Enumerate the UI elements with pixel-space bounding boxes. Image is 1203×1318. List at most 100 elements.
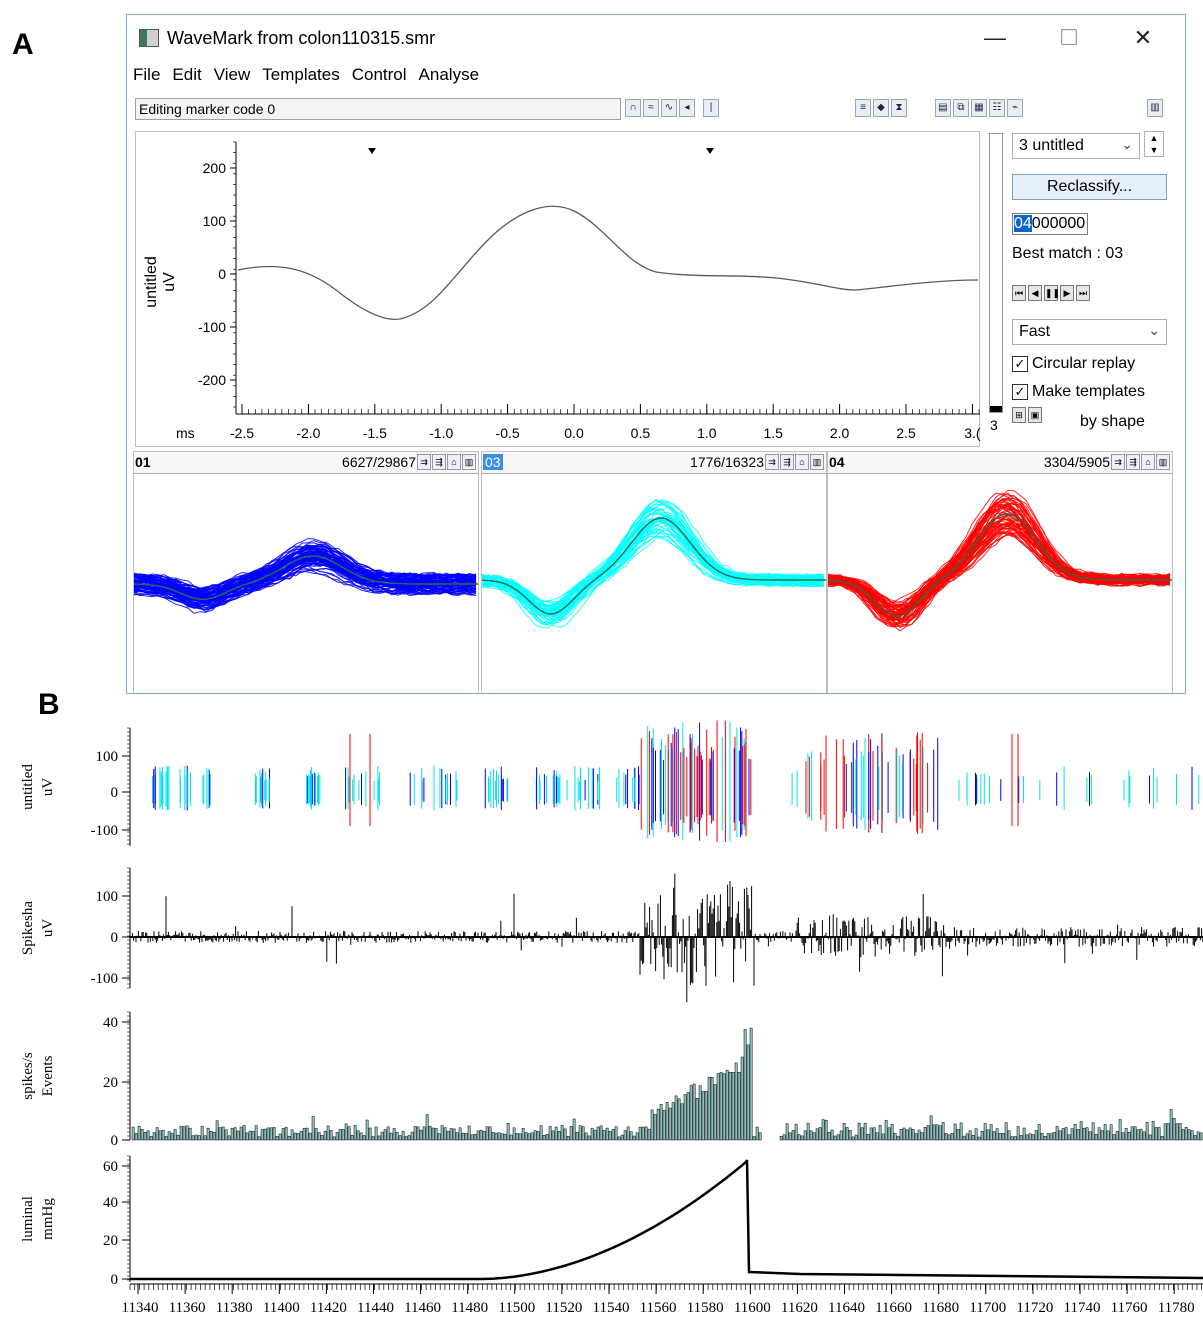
delete-icon[interactable]: ▥ bbox=[1156, 454, 1170, 470]
wave-xtick-label: -1.0 bbox=[429, 425, 453, 441]
split-icon[interactable]: | bbox=[703, 99, 719, 117]
track-ytick-label: 100 bbox=[96, 889, 119, 905]
menu-control[interactable]: Control bbox=[351, 65, 407, 84]
rate-bar bbox=[1100, 1130, 1104, 1141]
wave-xtick-label: 2.0 bbox=[830, 425, 850, 441]
maximize-button[interactable]: ☐ bbox=[1059, 25, 1079, 50]
template-settings-icon[interactable]: ⊞ bbox=[1012, 407, 1026, 423]
raster-icon[interactable]: ☷ bbox=[989, 99, 1005, 117]
rate-bar bbox=[710, 1077, 714, 1141]
rate-bar bbox=[1055, 1126, 1059, 1141]
rate-bar bbox=[446, 1130, 450, 1141]
merge-icon[interactable]: ⇉ bbox=[1111, 454, 1125, 470]
template-mean-line bbox=[134, 555, 478, 601]
rate-bar bbox=[503, 1133, 507, 1141]
rate-bar bbox=[377, 1135, 381, 1141]
rate-bar bbox=[866, 1134, 870, 1141]
rate-bar bbox=[608, 1131, 612, 1141]
rate-bar bbox=[404, 1136, 408, 1141]
vertical-scale-scrollbar[interactable] bbox=[989, 133, 1003, 413]
split-icon[interactable]: ⇶ bbox=[432, 454, 446, 470]
close-button[interactable]: ✕ bbox=[1133, 25, 1153, 50]
grid-icon[interactable]: ▦ bbox=[971, 99, 987, 117]
rate-bar bbox=[1181, 1129, 1185, 1141]
trace-mode-icon[interactable]: ∿ bbox=[661, 99, 677, 117]
marker-icon[interactable]: ◆ bbox=[873, 99, 889, 117]
delete-icon[interactable]: ▥ bbox=[810, 454, 824, 470]
lock-icon[interactable]: ⌂ bbox=[1141, 454, 1155, 470]
rate-bar bbox=[242, 1125, 246, 1141]
template-panel-01[interactable]: 01 6627/29867 ⇉ ⇶ ⌂ ▥ bbox=[133, 451, 479, 693]
copy-icon[interactable]: ⧉ bbox=[953, 99, 969, 117]
menu-view[interactable]: View bbox=[213, 65, 251, 84]
circular-replay-checkbox[interactable]: ✓ bbox=[1012, 356, 1028, 372]
template-panel-03[interactable]: 03 1776/16323 ⇉ ⇶ ⌂ ▥ bbox=[481, 451, 827, 693]
skip-end-icon[interactable]: ⏭ bbox=[1076, 285, 1090, 301]
sound-icon[interactable]: ◂ bbox=[679, 99, 695, 117]
circular-replay-option[interactable]: ✓ Circular replay bbox=[1012, 355, 1135, 373]
trash-icon[interactable]: ▥ bbox=[1147, 99, 1163, 117]
spike-trace bbox=[828, 524, 1171, 604]
lock-icon[interactable]: ⌂ bbox=[795, 454, 809, 470]
rate-bar bbox=[248, 1130, 252, 1141]
title-bar[interactable]: WaveMark from colon110315.smr — ☐ ✕ bbox=[127, 15, 1185, 63]
waveform-mode-icon[interactable]: ∩ bbox=[625, 99, 641, 117]
spike-trace bbox=[482, 531, 825, 603]
channel-select[interactable]: 3 untitled ⌄ bbox=[1012, 133, 1140, 159]
spike-trace bbox=[828, 506, 1171, 628]
track-unit: Events bbox=[40, 1055, 56, 1096]
merge-icon[interactable]: ⇉ bbox=[765, 454, 779, 470]
menu-edit[interactable]: Edit bbox=[172, 65, 202, 84]
split-icon[interactable]: ⇶ bbox=[1126, 454, 1140, 470]
rate-bar bbox=[1058, 1130, 1062, 1141]
spike-trace bbox=[134, 556, 477, 599]
speed-select[interactable]: Fast ⌄ bbox=[1012, 319, 1167, 345]
menu-bar: File Edit View Templates Control Analyse bbox=[127, 65, 1185, 91]
marker-code-input[interactable]: 04000000 bbox=[1012, 213, 1088, 235]
step-back-icon[interactable]: ◀ bbox=[1028, 285, 1042, 301]
rate-bar bbox=[1064, 1127, 1068, 1141]
merge-icon[interactable]: ⇉ bbox=[417, 454, 431, 470]
reclassify-button[interactable]: Reclassify... bbox=[1012, 174, 1167, 200]
rate-bar bbox=[1025, 1134, 1029, 1141]
split-icon[interactable]: ⇶ bbox=[780, 454, 794, 470]
rate-bar bbox=[707, 1076, 711, 1141]
step-forward-icon[interactable]: ▶ bbox=[1060, 285, 1074, 301]
delete-icon[interactable]: ▥ bbox=[462, 454, 476, 470]
rate-bar bbox=[1187, 1129, 1191, 1141]
panel-icon[interactable]: ▤ bbox=[935, 99, 951, 117]
waveform-display[interactable]: untitled uV 200 100 0 -100 -200 -2.5 -2.0 -1.5… bbox=[135, 131, 981, 447]
menu-file[interactable]: File bbox=[133, 65, 161, 84]
rate-bar bbox=[467, 1125, 471, 1141]
pulse-icon[interactable]: ⌁ bbox=[1007, 99, 1023, 117]
overdraw-mode-icon[interactable]: ≈ bbox=[643, 99, 659, 117]
rate-bar bbox=[161, 1130, 165, 1141]
pause-icon[interactable]: ❚❚ bbox=[1044, 285, 1060, 301]
time-tick-label: 11700 bbox=[969, 1300, 1006, 1316]
lock-icon[interactable]: ⌂ bbox=[447, 454, 461, 470]
rate-bar bbox=[716, 1073, 720, 1141]
pressure-trace bbox=[130, 1159, 1203, 1281]
rate-bar bbox=[980, 1130, 984, 1141]
rate-bar bbox=[1103, 1124, 1107, 1141]
make-templates-option[interactable]: ✓ Make templates bbox=[1012, 383, 1145, 401]
rate-bar bbox=[410, 1131, 414, 1141]
scrollbar-thumb[interactable] bbox=[990, 406, 1002, 412]
panel-label-b: B bbox=[38, 688, 60, 721]
align-icon[interactable]: ≡ bbox=[855, 99, 871, 117]
menu-templates[interactable]: Templates bbox=[262, 65, 340, 84]
template-number-icon[interactable]: ▣ bbox=[1028, 407, 1042, 423]
hourglass-icon[interactable]: ⧗ bbox=[891, 99, 907, 117]
menu-analyse[interactable]: Analyse bbox=[418, 65, 480, 84]
spike-trace bbox=[482, 520, 825, 606]
skip-start-icon[interactable]: ⏮ bbox=[1012, 285, 1026, 301]
channel-spinner[interactable]: ▲ ▼ bbox=[1144, 131, 1164, 157]
minimize-button[interactable]: — bbox=[984, 25, 1006, 50]
wavemark-window: WaveMark from colon110315.smr — ☐ ✕ File… bbox=[126, 14, 1186, 694]
make-templates-checkbox[interactable]: ✓ bbox=[1012, 384, 1028, 400]
rate-bar bbox=[584, 1132, 588, 1141]
rate-bar bbox=[164, 1136, 168, 1141]
rate-bar bbox=[422, 1126, 426, 1141]
rate-bar bbox=[500, 1133, 504, 1141]
template-panel-04[interactable]: 04 3304/5905 ⇉ ⇶ ⌂ ▥ bbox=[827, 451, 1173, 693]
